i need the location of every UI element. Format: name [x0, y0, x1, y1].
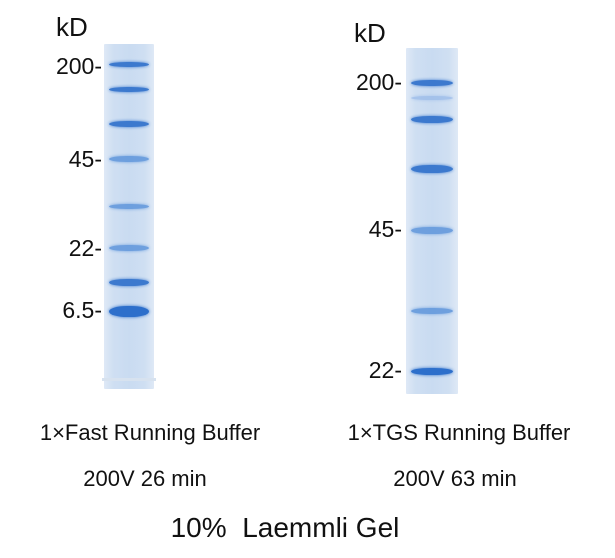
protein-band: [109, 245, 149, 251]
marker-label: 200-: [355, 69, 402, 95]
marker-label: 22-: [68, 235, 102, 261]
unit-label: kD: [56, 12, 88, 42]
buffer-caption: 1×TGS Running Buffer: [347, 420, 571, 445]
marker-label: 45-: [68, 146, 102, 172]
gel-panel-tgs-buffer: kD 200- 45- 22- 1×TGS Running Buffer 200…: [300, 0, 615, 491]
protein-band: [411, 227, 453, 234]
marker-label: 45-: [368, 216, 402, 242]
run-condition: 200V 26 min: [83, 466, 207, 491]
protein-band: [109, 121, 149, 127]
protein-band: [109, 87, 149, 92]
gel-lane: [406, 48, 458, 394]
protein-band: [411, 80, 453, 86]
protein-band: [109, 279, 149, 286]
protein-band: [411, 308, 453, 314]
protein-band: [411, 96, 453, 100]
buffer-caption: 1×Fast Running Buffer: [39, 420, 261, 445]
unit-label: kD: [354, 18, 386, 48]
protein-band: [411, 368, 453, 375]
figure-title: 10% Laemmli Gel: [170, 512, 400, 543]
marker-label: 200-: [55, 53, 102, 79]
protein-band: [411, 116, 453, 123]
protein-band: [109, 306, 149, 317]
marker-label: 6.5-: [62, 297, 102, 323]
protein-band: [411, 165, 453, 173]
marker-label: 22-: [368, 357, 402, 383]
protein-band: [109, 62, 149, 67]
protein-band: [109, 204, 149, 209]
protein-band: [109, 156, 149, 162]
gel-panel-fast-buffer: kD 200- 45- 22- 6.5- 1×Fast Running Buff…: [0, 0, 300, 491]
gel-lane-bottom-edge: [102, 378, 156, 381]
gel-lane: [102, 44, 156, 389]
run-condition: 200V 63 min: [393, 466, 517, 491]
